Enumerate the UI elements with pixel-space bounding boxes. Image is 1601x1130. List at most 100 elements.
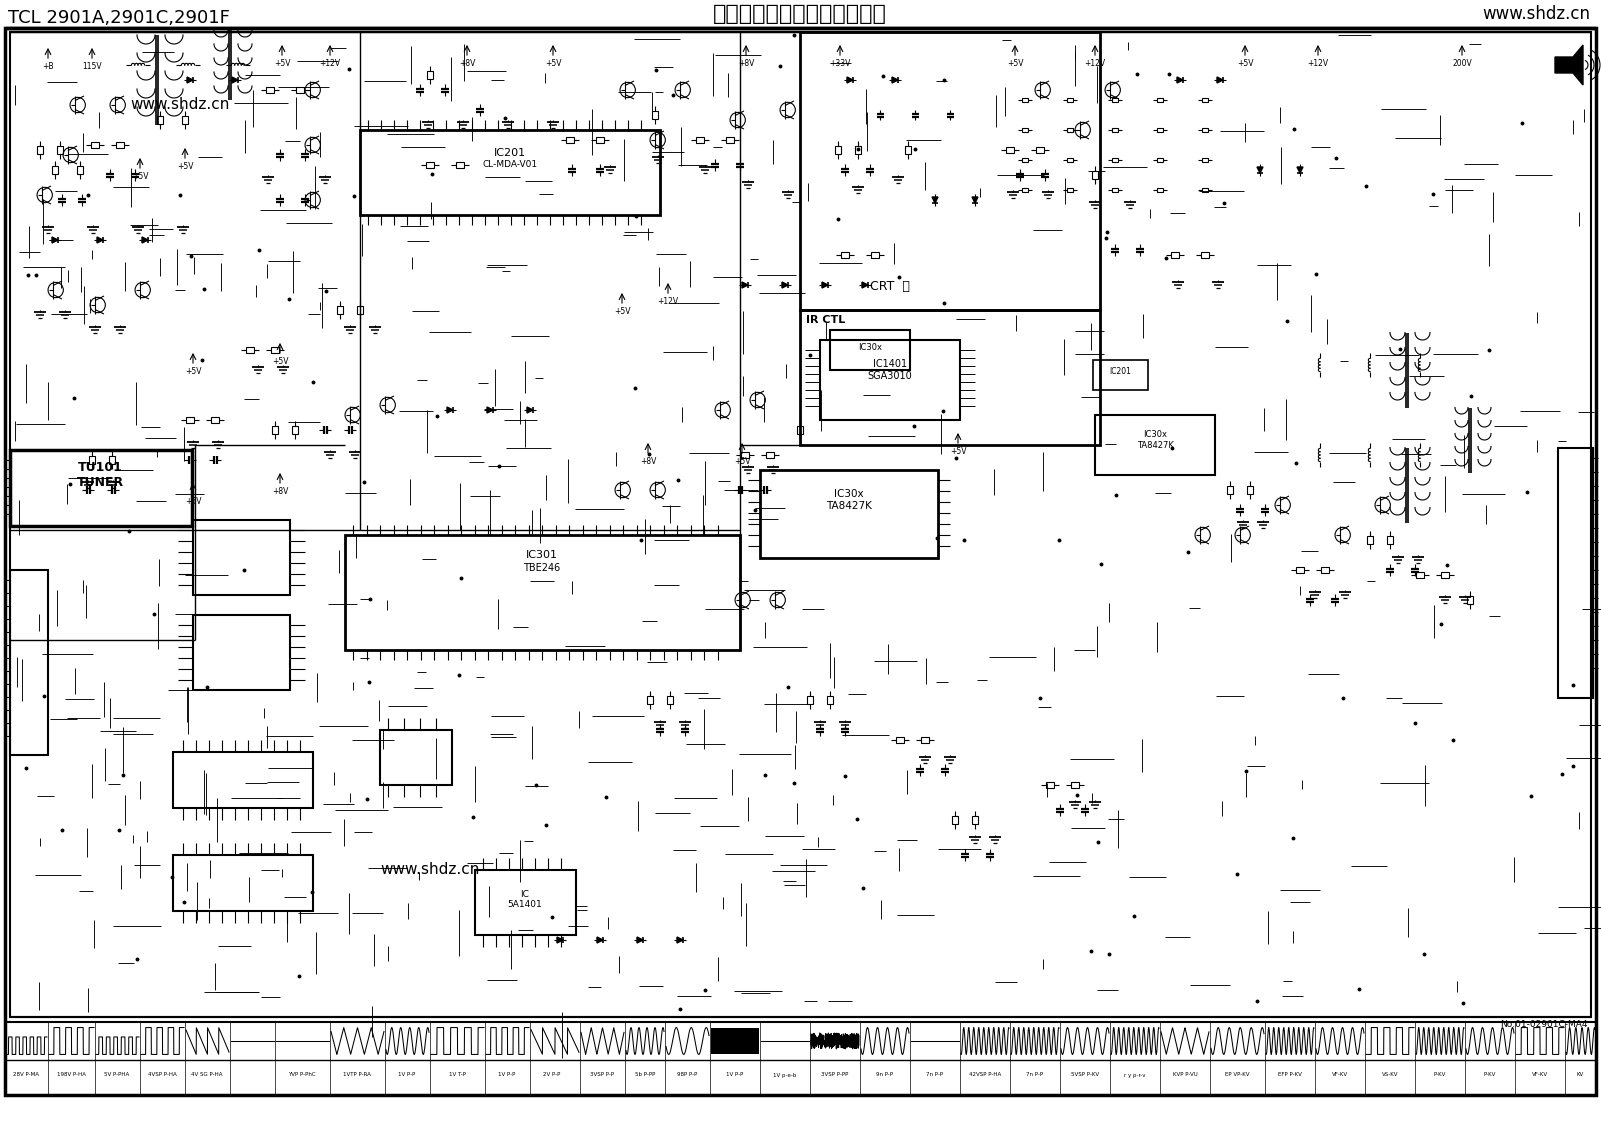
- Bar: [841, 252, 849, 258]
- Bar: [1111, 188, 1117, 192]
- Bar: [1201, 252, 1209, 258]
- Text: IC201: IC201: [495, 148, 527, 158]
- Text: P-KV: P-KV: [1434, 1072, 1446, 1078]
- Bar: [1388, 536, 1393, 544]
- Bar: [90, 455, 94, 464]
- Text: +5V: +5V: [272, 357, 288, 366]
- Text: IC30x: IC30x: [858, 344, 882, 353]
- Bar: [800, 32, 1100, 310]
- Bar: [1066, 158, 1073, 162]
- Text: +5V: +5V: [176, 162, 194, 171]
- Bar: [360, 130, 660, 215]
- Bar: [1066, 98, 1073, 102]
- Bar: [1021, 98, 1028, 102]
- Text: P-KV: P-KV: [1484, 1072, 1497, 1078]
- Polygon shape: [98, 237, 102, 243]
- Text: EFP P-KV: EFP P-KV: [1278, 1072, 1302, 1078]
- Bar: [1045, 782, 1053, 788]
- Bar: [1071, 782, 1079, 788]
- Bar: [266, 87, 274, 93]
- Bar: [1095, 415, 1215, 475]
- Bar: [653, 111, 658, 119]
- Text: +5V: +5V: [733, 457, 751, 466]
- Text: +5V: +5V: [184, 367, 202, 376]
- Text: No:01-02901C-MA4: No:01-02901C-MA4: [1500, 1020, 1588, 1029]
- Text: KVP P-VU: KVP P-VU: [1172, 1072, 1198, 1078]
- Bar: [696, 138, 704, 142]
- Text: 4V SG P-HA: 4V SG P-HA: [191, 1072, 223, 1078]
- Text: +5V: +5V: [1236, 59, 1254, 68]
- Bar: [760, 470, 938, 558]
- Bar: [741, 452, 749, 458]
- Bar: [668, 696, 672, 704]
- Text: 7n P-P: 7n P-P: [927, 1072, 943, 1078]
- Bar: [1321, 567, 1329, 573]
- Text: TCL 2901A,2901C,2901F: TCL 2901A,2901C,2901F: [8, 9, 231, 27]
- Text: 28V P-MA: 28V P-MA: [13, 1072, 38, 1078]
- Text: IC
5A1401: IC 5A1401: [508, 890, 543, 910]
- Text: 5b P-PP: 5b P-PP: [636, 1072, 655, 1078]
- Polygon shape: [527, 407, 533, 412]
- Text: IC30x
TA8427K: IC30x TA8427K: [1137, 431, 1174, 450]
- Text: IC201: IC201: [1109, 367, 1130, 376]
- Bar: [1202, 188, 1209, 192]
- Bar: [807, 696, 813, 704]
- Text: r y p-r-v: r y p-r-v: [1124, 1072, 1146, 1078]
- Bar: [1005, 148, 1013, 153]
- Bar: [344, 534, 740, 650]
- Bar: [1111, 158, 1117, 162]
- Bar: [194, 520, 290, 596]
- Text: 1V P-P: 1V P-P: [727, 1072, 744, 1078]
- Bar: [1202, 128, 1209, 132]
- Text: 5VSP P-KV: 5VSP P-KV: [1071, 1072, 1098, 1078]
- Bar: [186, 417, 194, 423]
- Polygon shape: [1297, 167, 1303, 173]
- Text: +12V: +12V: [658, 297, 679, 306]
- Text: www.shdz.cn: www.shdz.cn: [130, 97, 229, 112]
- Text: 7n P-P: 7n P-P: [1026, 1072, 1044, 1078]
- Bar: [1021, 158, 1028, 162]
- Bar: [972, 816, 978, 824]
- Bar: [1158, 98, 1164, 102]
- Text: +5V: +5V: [613, 307, 631, 316]
- Polygon shape: [847, 77, 853, 82]
- Bar: [1558, 447, 1593, 698]
- Bar: [1158, 158, 1164, 162]
- Bar: [475, 870, 576, 935]
- Polygon shape: [741, 282, 748, 288]
- Bar: [1468, 596, 1473, 605]
- Bar: [183, 116, 187, 124]
- Polygon shape: [1217, 77, 1223, 82]
- Bar: [109, 455, 115, 464]
- Polygon shape: [861, 282, 868, 288]
- Text: 1VTP P-RA: 1VTP P-RA: [343, 1072, 371, 1078]
- Bar: [820, 340, 961, 420]
- Text: +5V: +5V: [131, 172, 149, 181]
- Text: IC301: IC301: [527, 550, 559, 560]
- Bar: [1441, 573, 1449, 577]
- Text: TBE246: TBE246: [524, 563, 560, 573]
- Text: 1V p-e-b: 1V p-e-b: [773, 1072, 797, 1078]
- Text: 98P P-P: 98P P-P: [677, 1072, 696, 1078]
- Text: VS-KV: VS-KV: [1382, 1072, 1398, 1078]
- Text: VF-KV: VF-KV: [1332, 1072, 1348, 1078]
- Bar: [456, 163, 464, 167]
- Bar: [1202, 98, 1209, 102]
- Text: 198V P-HA: 198V P-HA: [56, 1072, 85, 1078]
- Bar: [379, 730, 451, 785]
- Bar: [797, 426, 802, 434]
- Bar: [1111, 98, 1117, 102]
- Polygon shape: [1555, 45, 1583, 85]
- Bar: [725, 138, 733, 142]
- Bar: [1158, 128, 1164, 132]
- Polygon shape: [637, 937, 644, 944]
- Bar: [338, 306, 343, 314]
- Bar: [293, 426, 298, 434]
- Bar: [1202, 158, 1209, 162]
- Text: 4VSP P-HA: 4VSP P-HA: [147, 1072, 176, 1078]
- Bar: [10, 32, 1591, 1017]
- Text: 115V: 115V: [82, 62, 102, 71]
- Text: IR CTL: IR CTL: [805, 315, 845, 325]
- Bar: [426, 163, 434, 167]
- Text: YVP P-PhC: YVP P-PhC: [288, 1072, 315, 1078]
